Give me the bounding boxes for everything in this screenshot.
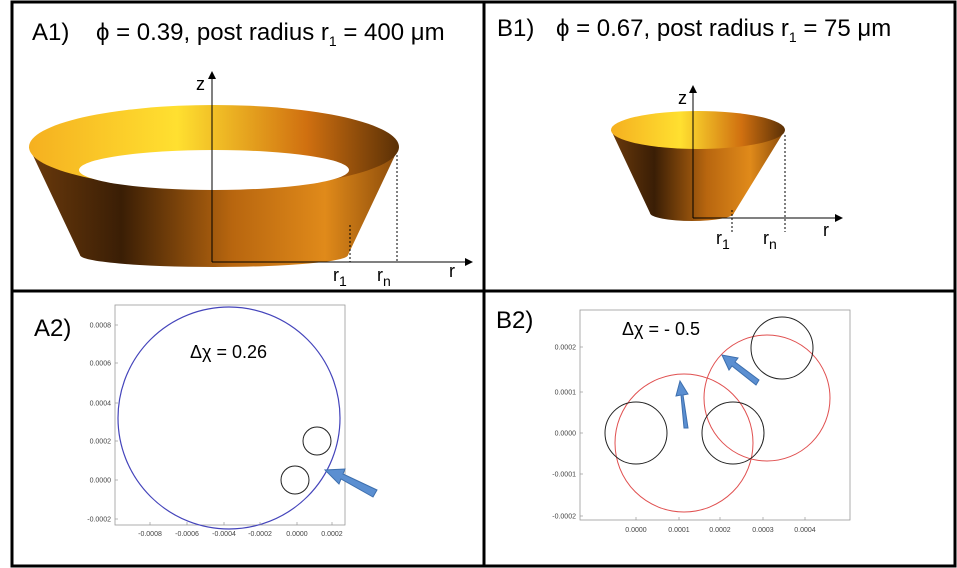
y-tick-label: 0.0002 <box>555 345 577 352</box>
x-tick-label: -0.0008 <box>138 531 162 538</box>
x-tick-label: 0.0002 <box>321 531 343 538</box>
x-tick-label: 0.0004 <box>794 527 816 534</box>
x-tick-label: 0.0000 <box>625 527 647 534</box>
panel-title: ϕ = 0.67, post radius r1 = 75 μm <box>556 15 891 45</box>
axis-label: z <box>678 88 687 108</box>
axis-label: r <box>823 220 829 240</box>
plot-frame <box>115 305 345 525</box>
circle <box>118 307 340 529</box>
y-tick-label: -0.0001 <box>552 472 576 479</box>
axis-label: r <box>449 261 455 281</box>
circle <box>605 402 667 464</box>
panel-title: ϕ = 0.39, post radius r1 = 400 μm <box>96 19 445 49</box>
annotation: Δχ = 0.26 <box>190 342 267 362</box>
circle <box>751 317 813 379</box>
x-tick-label: 0.0002 <box>709 527 731 534</box>
y-tick-label: 0.0008 <box>90 323 112 330</box>
axis-label: r1 <box>333 265 347 289</box>
y-tick-label: 0.0001 <box>555 390 577 397</box>
x-tick-label: 0.0001 <box>668 527 690 534</box>
cone <box>29 105 399 267</box>
panel-label: B1) <box>497 15 534 42</box>
x-tick-label: -0.0006 <box>175 531 199 538</box>
circle <box>704 335 830 461</box>
cone <box>611 111 785 221</box>
y-tick-label: 0.0006 <box>90 361 112 368</box>
axis-label: z <box>196 74 205 94</box>
x-tick-label: 0.0000 <box>286 531 308 538</box>
annotation: Δχ = - 0.5 <box>622 319 700 339</box>
circle <box>303 427 331 455</box>
x-tick-label: 0.0003 <box>752 527 774 534</box>
y-tick-label: 0.0000 <box>90 478 112 485</box>
panel-label: B2) <box>496 307 533 334</box>
y-tick-label: 0.0002 <box>90 439 112 446</box>
panel-label: A2) <box>34 315 71 342</box>
panel-label: A1) <box>32 19 69 46</box>
y-tick-label: 0.0004 <box>90 401 112 408</box>
y-tick-label: -0.0002 <box>87 517 111 524</box>
circle <box>281 466 309 494</box>
arrow <box>325 469 377 497</box>
figure: A1) ϕ = 0.39, post radius r1 = 400 μm z … <box>0 0 957 568</box>
x-tick-label: -0.0004 <box>212 531 236 538</box>
y-tick-label: -0.0002 <box>552 514 576 521</box>
axis-label: rn <box>377 265 391 289</box>
axis-label: r1 <box>716 228 730 252</box>
arrow <box>676 381 688 428</box>
axis-label: rn <box>763 228 777 252</box>
x-tick-label: -0.0002 <box>248 531 272 538</box>
y-tick-label: 0.0000 <box>555 431 577 438</box>
circle <box>702 402 764 464</box>
